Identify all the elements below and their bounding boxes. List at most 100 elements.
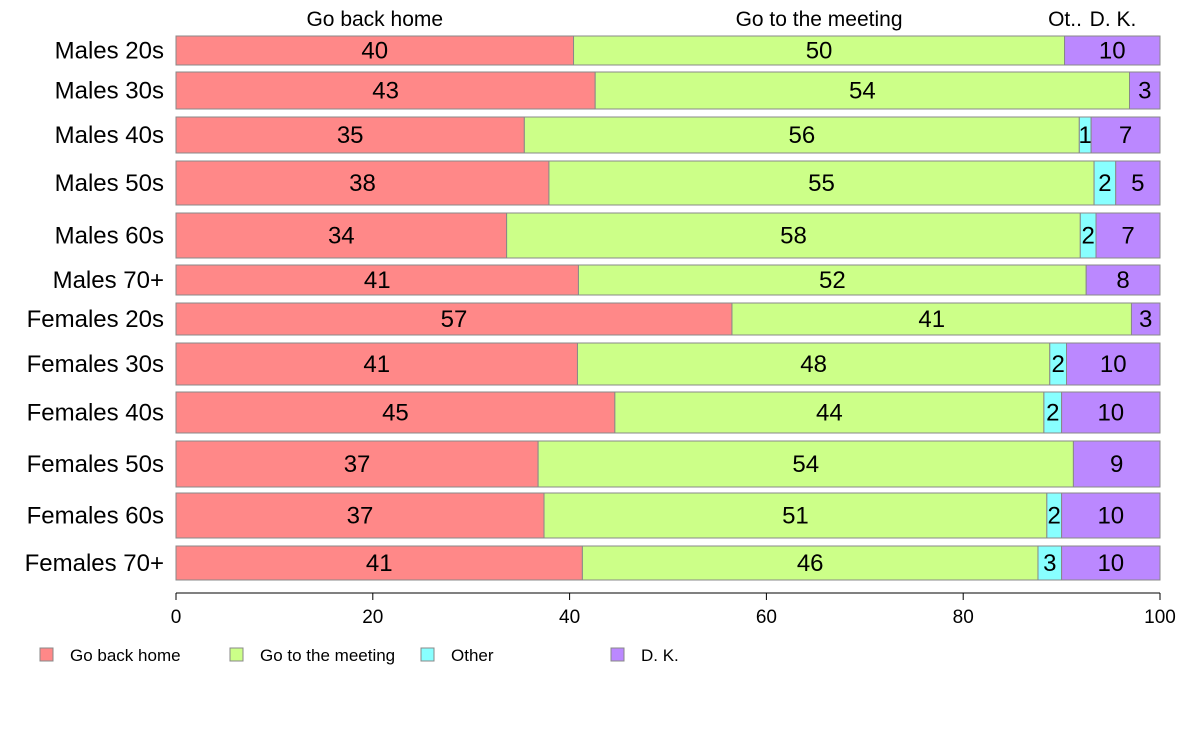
bar-value-label: 3 — [1139, 306, 1152, 333]
bar-segment — [1130, 302, 1161, 336]
x-tick-label: 20 — [362, 607, 383, 628]
category-label: Males 40s — [55, 122, 164, 149]
bar-segment — [175, 116, 525, 154]
bar-value-label: 9 — [1110, 451, 1123, 478]
bar-value-label: 7 — [1121, 223, 1134, 250]
bar-value-label: 45 — [382, 400, 409, 427]
bar-value-label: 56 — [788, 122, 815, 149]
bar-value-label: 48 — [800, 351, 827, 378]
bar-value-label: 3 — [1043, 550, 1056, 577]
bar-value-label: 37 — [347, 503, 374, 530]
x-tick-label: 80 — [953, 607, 974, 628]
x-tick-label: 40 — [559, 607, 580, 628]
x-tick-label: 60 — [756, 607, 777, 628]
bar-value-label: 2 — [1051, 351, 1064, 378]
bar-segment — [175, 342, 578, 386]
legend-swatch — [229, 647, 244, 662]
bar-value-label: 10 — [1097, 503, 1124, 530]
bar-value-label: 2 — [1046, 400, 1059, 427]
bar-segment — [1128, 71, 1161, 110]
top-segment-label: D. K. — [1090, 8, 1137, 31]
bar-value-label: 54 — [849, 78, 876, 105]
bar-segment — [175, 302, 733, 336]
bar-value-label: 10 — [1100, 351, 1127, 378]
bar-value-label: 1 — [1079, 122, 1092, 149]
bar-segment — [1090, 116, 1161, 154]
bar-value-label: 44 — [816, 400, 843, 427]
bar-value-label: 40 — [361, 38, 388, 65]
bar-segment — [523, 116, 1080, 154]
bar-value-label: 38 — [349, 170, 376, 197]
bar-value-label: 3 — [1138, 78, 1151, 105]
bar-value-label: 43 — [372, 78, 399, 105]
bar-value-label: 10 — [1099, 38, 1126, 65]
bar-value-label: 2 — [1081, 223, 1094, 250]
bar-value-label: 41 — [918, 306, 945, 333]
bar-segment — [1066, 342, 1161, 386]
category-label: Females 20s — [27, 306, 164, 333]
bar-segment — [1064, 35, 1161, 66]
bar-value-label: 54 — [792, 451, 819, 478]
bar-segment — [175, 264, 579, 296]
legend-entry: Go back home — [70, 646, 181, 665]
bar-value-label: 41 — [364, 267, 391, 294]
x-tick-label: 0 — [171, 607, 182, 628]
bar-segment — [1085, 264, 1161, 296]
bar-segment — [1061, 492, 1161, 539]
bar-value-label: 41 — [363, 351, 390, 378]
bar-value-label: 37 — [344, 451, 371, 478]
bar-segment — [581, 545, 1039, 581]
bar-segment — [1072, 440, 1161, 488]
legend-swatch — [420, 647, 435, 662]
category-label: Males 70+ — [53, 267, 164, 294]
legend-entry: Other — [451, 646, 494, 665]
bar-value-label: 10 — [1097, 400, 1124, 427]
top-segment-label: Go to the meeting — [736, 8, 903, 31]
bar-segment — [506, 212, 1081, 259]
bar-value-label: 8 — [1116, 267, 1129, 294]
category-label: Females 50s — [27, 451, 164, 478]
bar-segment — [548, 160, 1095, 206]
category-label: Males 30s — [55, 78, 164, 105]
bar-value-label: 57 — [441, 306, 468, 333]
category-label: Males 50s — [55, 170, 164, 197]
legend-swatch — [39, 647, 54, 662]
bar-segment — [1061, 391, 1161, 434]
category-label: Females 30s — [27, 351, 164, 378]
bar-segment — [1095, 212, 1161, 259]
bar-segment — [175, 71, 596, 110]
bar-value-label: 55 — [808, 170, 835, 197]
bar-value-label: 10 — [1097, 550, 1124, 577]
bar-segment — [594, 71, 1130, 110]
category-label: Females 40s — [27, 400, 164, 427]
bar-value-label: 58 — [780, 223, 807, 250]
bar-value-label: 46 — [797, 550, 824, 577]
bar-value-label: 50 — [806, 38, 833, 65]
bar-value-label: 34 — [328, 223, 355, 250]
legend-swatch — [610, 647, 625, 662]
bar-value-label: 5 — [1131, 170, 1144, 197]
bar-segment — [1061, 545, 1161, 581]
bar-segment — [543, 492, 1048, 539]
legend-entry: D. K. — [641, 646, 679, 665]
bar-segment — [1115, 160, 1161, 206]
bar-value-label: 35 — [337, 122, 364, 149]
category-label: Males 20s — [55, 38, 164, 65]
bar-value-label: 2 — [1098, 170, 1111, 197]
top-segment-label: Ot.. — [1048, 8, 1082, 31]
bar-value-label: 51 — [782, 503, 809, 530]
x-tick-label: 100 — [1144, 607, 1176, 628]
category-label: Females 60s — [27, 503, 164, 530]
bar-segment — [175, 391, 616, 434]
bar-value-label: 52 — [819, 267, 846, 294]
top-segment-label: Go back home — [306, 8, 443, 31]
bar-value-label: 7 — [1119, 122, 1132, 149]
bar-segment — [175, 35, 575, 66]
category-label: Males 60s — [55, 223, 164, 250]
bar-segment — [175, 440, 539, 488]
bar-segment — [573, 35, 1066, 66]
bar-value-label: 41 — [366, 550, 393, 577]
bar-segment — [577, 264, 1087, 296]
bar-value-label: 2 — [1048, 503, 1061, 530]
bar-segment — [576, 342, 1051, 386]
